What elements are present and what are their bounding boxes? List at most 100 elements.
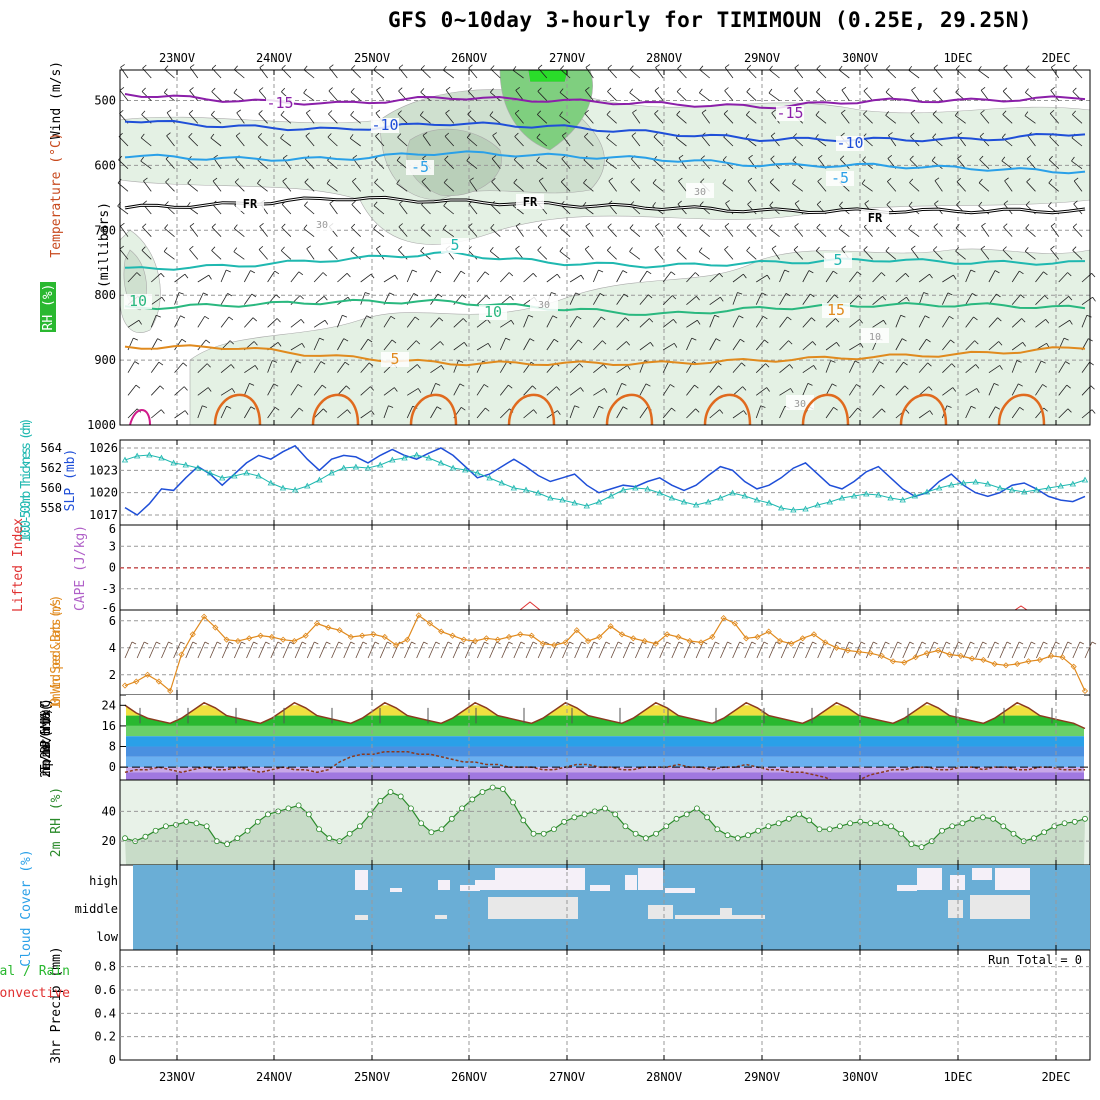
wind10m-point [1025,658,1032,665]
wind-barb [652,182,664,192]
wind-barb [585,67,594,79]
rh-point [142,833,149,840]
wind-barb [490,204,501,215]
wind-barb [140,160,152,169]
thickness-point [510,484,518,491]
wind-barb-flag [160,409,165,414]
wind-barb [119,248,129,260]
wind10m-barb [221,641,230,659]
wind10m-point [878,652,885,659]
wind10m-point [596,633,603,641]
wind-barb [267,407,276,419]
wind-barb-flag [349,134,354,139]
wind-barb-flag [374,178,379,183]
wind-barb-flag [882,296,887,301]
wind-barb [499,337,506,351]
wind10m-barb [695,641,704,659]
wind-barb [119,90,129,101]
wind-barb [383,316,392,328]
ytick-rh: 20 [102,834,116,848]
wind-barb-flag [510,320,515,325]
rh-point [612,811,619,818]
wind-barb-flag [864,200,869,204]
wind-barb [360,273,372,283]
wind-barb-flag [695,272,700,277]
ytick-li: 3 [109,539,116,553]
wind-barb-flag [881,408,886,413]
wind-barb [142,226,152,237]
wind-barb [653,159,664,169]
wind-barb [466,137,478,147]
wind-barb [802,365,814,373]
wind10m-barb-flag [921,641,927,645]
wind-barb [569,363,580,373]
wind-barb [616,293,625,305]
wind-barb [724,249,734,260]
wind-barb-flag [929,410,933,415]
cloud-cell [460,885,480,891]
wind-barb-flag [469,177,474,182]
wind-barb [779,364,790,373]
wind10m-barb [659,641,668,659]
wind-barb-flag [887,177,892,182]
wind-barb [453,360,459,373]
ytick-cloud-low: low [96,930,118,944]
ytick-thickness: 562 [40,461,62,475]
wind-barb [747,180,757,192]
wind-barb [616,383,623,396]
wind-barb [396,183,408,192]
wind-barb [768,92,780,101]
wind-barb-flag [934,200,939,205]
wind-barb [709,296,721,305]
wind10m-point [133,678,140,685]
date-label-top: 23NOV [159,51,195,65]
thickness-point [911,492,919,499]
wind-barb [280,114,292,124]
wind-barb [290,384,299,396]
wind-barb [593,406,600,419]
wind10m-barb-flag [812,641,817,645]
contour-label: FR [868,211,883,225]
wind-barb-flag [908,224,912,230]
wind-barb [197,316,206,328]
wind-barb-flag [931,156,936,161]
cloud-cell [720,908,732,918]
wind-barb-flag [435,382,441,386]
wind-barb-flag [376,86,381,91]
precip-panel: 00.20.40.60.8 Run Total = 0 [94,949,1091,1067]
wind-barb [606,114,617,124]
wind-barb-flag [398,87,403,92]
ylabel-cape: CAPE (J/kg) [73,525,88,611]
wind-barb [537,91,548,101]
date-label-bottom: 28NOV [646,1070,682,1084]
wind10m-barb [185,641,194,659]
wind-barb [709,338,717,351]
wind10m-barb-flag [447,641,453,645]
wind-barb-flag [182,362,188,367]
thickness-point [401,454,408,461]
rh-point [305,811,312,818]
wind-barb-flag [439,341,444,346]
wind-barb [313,272,324,283]
wind-barb [686,272,696,283]
wind-barb [421,204,431,215]
wind-barb [1049,113,1060,124]
wind-barb-flag [1050,87,1055,91]
wind-barb-flag [715,338,721,342]
wind-barb [1081,361,1090,373]
wind10m-point [1014,660,1021,668]
rh-point [1061,820,1068,827]
wind-barb-flag [584,245,590,250]
wind10m-point [167,687,174,695]
rh-point [244,827,251,834]
wind-barb-flag [997,317,1002,322]
wind-barb-flag [926,338,931,343]
wind-barb [538,180,548,192]
wind-barb-flag [164,201,169,206]
wind-barb [469,180,478,192]
wind-barb [849,319,860,328]
wind-barb [838,228,850,237]
rh-point [642,835,649,842]
wind-barb [189,90,199,101]
